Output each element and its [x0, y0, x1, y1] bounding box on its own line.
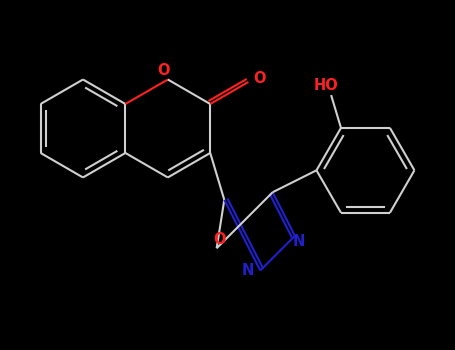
Text: HO: HO: [314, 78, 339, 93]
Text: O: O: [253, 71, 265, 85]
Text: N: N: [292, 234, 304, 249]
Text: N: N: [242, 263, 254, 278]
Text: O: O: [157, 63, 170, 78]
Text: O: O: [213, 232, 225, 247]
